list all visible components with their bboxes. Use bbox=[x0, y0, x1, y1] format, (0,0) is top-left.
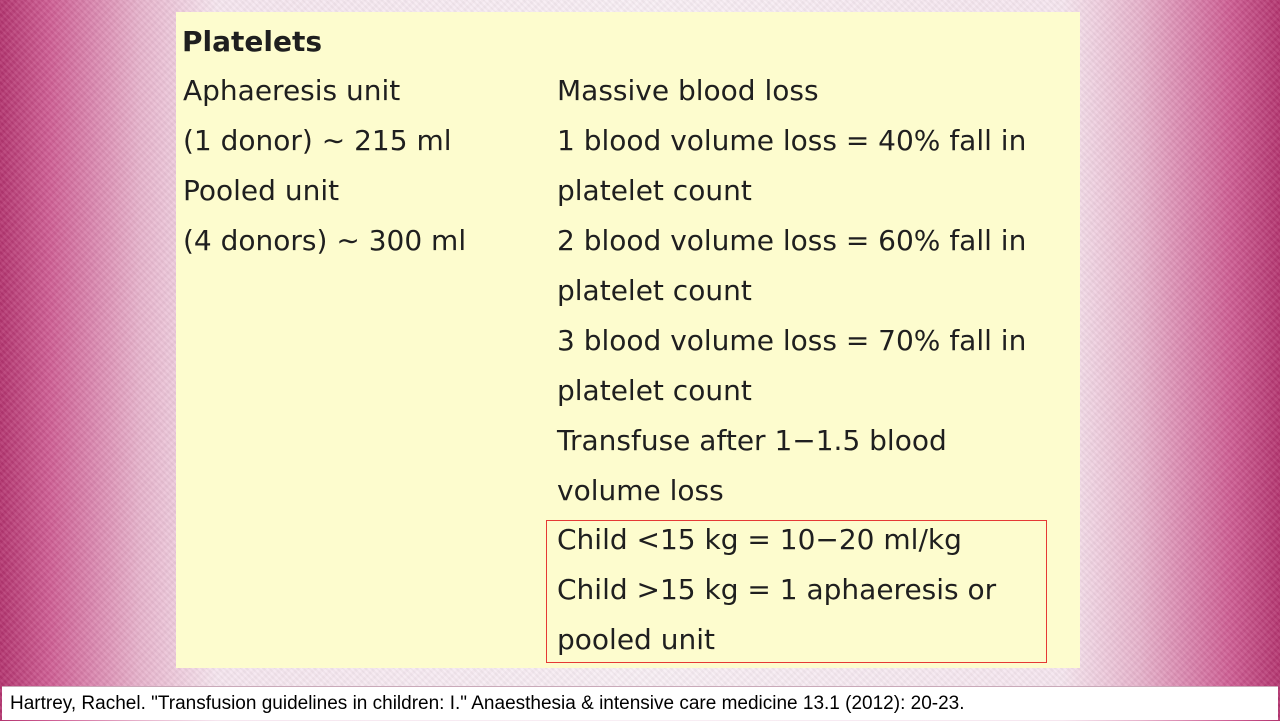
blood-loss-line: platelet count bbox=[557, 374, 752, 407]
blood-loss-line: volume loss bbox=[557, 474, 724, 507]
citation-text: Hartrey, Rachel. "Transfusion guidelines… bbox=[2, 686, 1278, 720]
blood-loss-line: 3 blood volume loss = 70% fall in bbox=[557, 324, 1027, 357]
blood-loss-line: platelet count bbox=[557, 274, 752, 307]
blood-loss-line: 2 blood volume loss = 60% fall in bbox=[557, 224, 1027, 257]
blood-loss-line: Massive blood loss bbox=[557, 74, 819, 107]
unit-line: (4 donors) ∼ 300 ml bbox=[183, 224, 467, 257]
unit-line: (1 donor) ∼ 215 ml bbox=[183, 124, 452, 157]
content-panel bbox=[176, 12, 1080, 668]
child-dose-list: Child <15 kg = 10−20 ml/kg Child >15 kg … bbox=[557, 515, 996, 665]
blood-loss-line: Transfuse after 1−1.5 blood bbox=[557, 424, 947, 457]
child-dose-line: Child >15 kg = 1 aphaeresis or bbox=[557, 573, 997, 606]
child-dose-line: Child <15 kg = 10−20 ml/kg bbox=[557, 523, 962, 556]
highlight-box bbox=[546, 520, 1047, 663]
panel-title: Platelets bbox=[182, 25, 323, 58]
unit-line: Aphaeresis unit bbox=[183, 74, 401, 107]
blood-loss-line: platelet count bbox=[557, 174, 752, 207]
unit-line: Pooled unit bbox=[183, 174, 340, 207]
blood-loss-line: 1 blood volume loss = 40% fall in bbox=[557, 124, 1027, 157]
child-dose-line: pooled unit bbox=[557, 623, 715, 656]
blood-loss-list: Massive blood loss 1 blood volume loss =… bbox=[557, 66, 1026, 516]
unit-volume-list: Aphaeresis unit (1 donor) ∼ 215 ml Poole… bbox=[183, 66, 466, 266]
